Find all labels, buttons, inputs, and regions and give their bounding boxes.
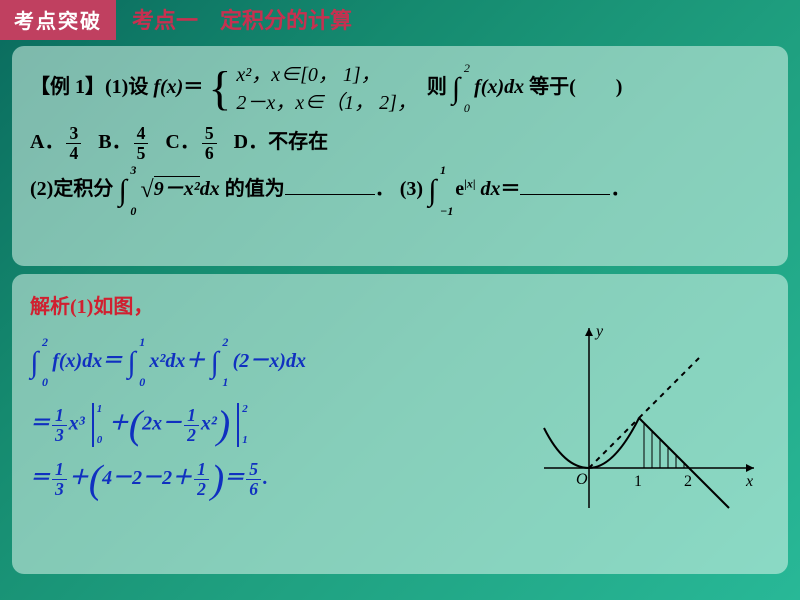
svg-text:1: 1 (634, 473, 642, 490)
then-text: 则 (427, 76, 447, 98)
header-bar: 考点突破 考点一 定积分的计算 (0, 0, 800, 38)
blank-2 (520, 175, 610, 195)
example-label: 【例 1】 (30, 76, 105, 98)
blank-1 (285, 175, 375, 195)
integral-3: ∫1−1 (428, 162, 450, 219)
func-name: f(x) (153, 76, 183, 98)
solution-chart: O 1 2 x y (534, 318, 764, 518)
part1-prefix: (1)设 (105, 76, 148, 98)
sol-int-1: ∫20 (30, 334, 52, 391)
header-title: 考点一 定积分的计算 (132, 3, 352, 35)
problem-line-1: 【例 1】(1)设 f(x)＝ { x²，x∈[0， 1]， 2－x，x∈（1，… (30, 60, 770, 117)
equals-paren: 等于( ) (529, 76, 622, 98)
integral-1: ∫20 (452, 60, 474, 117)
piecewise-brace: { x²，x∈[0， 1]， 2－x，x∈（1， 2]， (208, 61, 417, 117)
integrand-3: e|x| dx＝ (455, 178, 520, 200)
svg-text:y: y (594, 323, 604, 340)
part2-prefix: (2)定积分 (30, 178, 113, 200)
problem-line-3: (2)定积分 ∫30 √9－x²dx 的值为． (3) ∫1−1 e|x| dx… (30, 162, 770, 219)
equals-sign: ＝ (183, 76, 203, 98)
option-c-label: C． (165, 131, 199, 153)
svg-text:x: x (745, 473, 753, 490)
option-b-label: B． (98, 131, 131, 153)
options-row: A．34 B．45 C．56 D．不存在 (30, 123, 770, 162)
eval-bar-2: 21 (237, 403, 239, 447)
svg-text:2: 2 (684, 473, 692, 490)
part3-prefix: (3) (400, 178, 423, 200)
integral-2: ∫30 (118, 162, 140, 219)
option-a-label: A． (30, 131, 64, 153)
eval-bar-1: 10 (92, 403, 94, 447)
piece-2: 2－x，x∈（1， 2]， (236, 89, 417, 117)
sol-int-2: ∫10 (127, 334, 149, 391)
integrand-2-dx: dx (200, 178, 220, 200)
option-b-frac: 45 (134, 124, 149, 162)
integrand-2-sqrt: 9－x² (154, 176, 200, 200)
option-a-frac: 34 (66, 124, 81, 162)
header-badge: 考点突破 (0, 0, 116, 40)
part2-suffix: 的值为 (225, 178, 285, 200)
svg-text:O: O (576, 471, 588, 488)
piece-1: x²，x∈[0， 1]， (236, 61, 417, 89)
problem-panel: 【例 1】(1)设 f(x)＝ { x²，x∈[0， 1]， 2－x，x∈（1，… (12, 46, 788, 266)
integrand-1: f(x)dx (474, 76, 524, 98)
option-d: D．不存在 (234, 131, 328, 153)
option-c-frac: 56 (202, 124, 217, 162)
sol-int-3: ∫21 (210, 334, 232, 391)
solution-panel: 解析(1)如图， ∫20f(x)dx＝ ∫10x²dx＋ ∫21(2－x)dx … (12, 274, 788, 574)
